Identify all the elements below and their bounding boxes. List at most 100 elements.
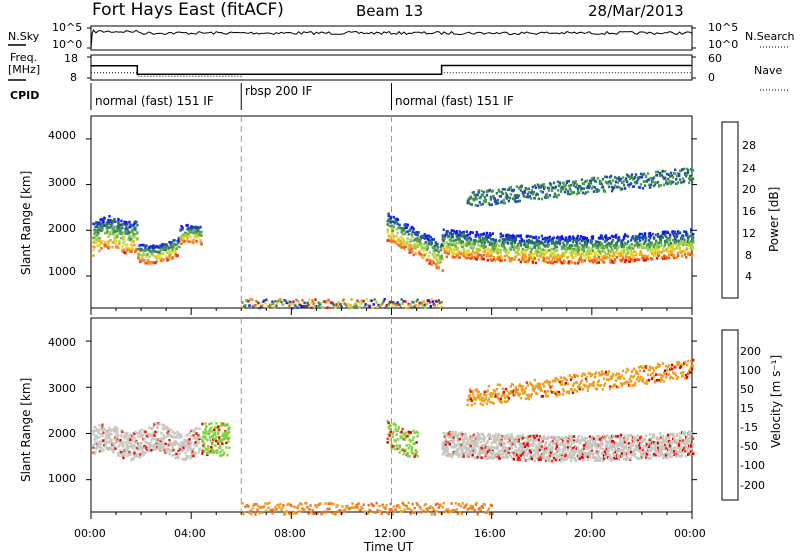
velocity-echo-afternoon — [516, 454, 519, 458]
power-echo-upper — [485, 194, 488, 197]
power-echo-afternoon — [692, 240, 695, 244]
power-echo-afternoon — [660, 250, 664, 254]
power-echo-afternoon — [555, 260, 559, 264]
velocity-echo-afternoon — [588, 440, 592, 444]
power-echo-afternoon — [449, 236, 452, 240]
power-echo-afternoon — [524, 250, 527, 254]
velocity-echo-early — [112, 442, 115, 446]
velocity-echo-afternoon — [555, 445, 559, 448]
power-echo-afternoon — [660, 234, 664, 237]
power-cb-tick-28: 28 — [742, 139, 756, 152]
power-echo-midmorning — [185, 234, 188, 238]
power-echo-afternoon — [465, 230, 468, 233]
velocity-echo-afternoon — [485, 453, 488, 457]
power-echo-afternoon — [490, 259, 493, 262]
velocity-echo-afternoon — [561, 449, 565, 453]
velocity-echo-early — [119, 449, 122, 452]
power-echo-afternoon — [560, 235, 564, 238]
power-echo-upper — [666, 172, 669, 176]
power-echo-midmorning — [151, 250, 154, 254]
power-echo-afternoon — [624, 259, 628, 262]
velocity-echo-afternoon — [610, 437, 614, 440]
power-ground-scatter — [307, 304, 310, 307]
power-echo-afternoon — [691, 255, 694, 258]
power-echo-afternoon — [542, 250, 546, 254]
power-ground-scatter — [358, 305, 361, 309]
power-echo-noon — [391, 220, 394, 223]
power-ground-scatter — [380, 303, 383, 306]
power-echo-midmorning — [195, 240, 198, 243]
power-echo-afternoon — [534, 236, 537, 240]
velocity-echo-afternoon — [477, 436, 480, 440]
power-echo-afternoon — [554, 258, 558, 262]
power-echo-afternoon — [683, 230, 686, 233]
velocity-echo-green — [225, 441, 228, 445]
velocity-echo-afternoon — [636, 439, 640, 442]
velocity-echo-early — [130, 451, 133, 455]
power-echo-early — [113, 225, 116, 229]
power-echo-afternoon — [601, 237, 605, 241]
velocity-echo-green — [216, 449, 219, 452]
power-echo-afternoon — [606, 248, 610, 251]
velocity-echo-afternoon — [620, 452, 624, 455]
velocity-echo-afternoon — [509, 443, 512, 447]
velocity-echo-afternoon — [518, 458, 521, 461]
velocity-echo-early — [168, 452, 171, 456]
power-echo-upper — [548, 194, 552, 197]
velocity-echo-afternoon — [542, 434, 546, 438]
velocity-echo-afternoon — [513, 442, 516, 446]
velocity-echo-afternoon — [539, 442, 542, 446]
power-echo-afternoon — [513, 257, 516, 261]
power-echo-afternoon — [605, 256, 609, 259]
power-echo-afternoon — [574, 244, 578, 248]
power-echo-afternoon — [519, 234, 522, 237]
noise-sky-trace — [90, 29, 693, 50]
power-echo-afternoon — [570, 244, 574, 247]
power-echo-afternoon — [482, 232, 485, 235]
power-echo-midmorning — [175, 243, 178, 247]
power-echo-afternoon — [512, 238, 515, 241]
velocity-echo-afternoon — [482, 440, 485, 443]
velocity-echo-afternoon — [460, 450, 463, 454]
power-echo-upper — [507, 199, 510, 203]
power-echo-upper — [525, 187, 528, 191]
power-echo-noon — [432, 261, 435, 264]
power-echo-midmorning — [141, 254, 144, 258]
velocity-echo-afternoon — [443, 448, 446, 452]
power-echo-afternoon — [514, 238, 517, 241]
velocity-echo-early — [105, 432, 108, 436]
velocity-echo-afternoon — [605, 444, 609, 447]
power-echo-midmorning — [169, 242, 172, 246]
power-echo-early — [111, 221, 114, 225]
power-ground-scatter — [265, 298, 268, 302]
power-echo-afternoon — [466, 253, 469, 256]
power-echo-afternoon — [688, 235, 691, 238]
power-echo-midmorning — [180, 242, 183, 245]
power-echo-afternoon — [495, 242, 498, 245]
power-echo-afternoon — [474, 233, 477, 237]
power-echo-noon — [392, 225, 395, 228]
power-echo-noon — [412, 227, 415, 231]
power-echo-upper — [565, 180, 569, 183]
power-echo-upper — [653, 182, 657, 186]
power-echo-noon — [409, 239, 412, 243]
xtick-1200: 12:00 — [374, 527, 406, 540]
velocity-echo-afternoon — [621, 440, 625, 443]
power-echo-midmorning — [167, 257, 170, 261]
power-echo-afternoon — [631, 235, 635, 238]
power-echo-afternoon — [526, 245, 529, 249]
power-echo-afternoon — [471, 250, 474, 253]
velocity-echo-afternoon — [471, 446, 474, 449]
power-echo-afternoon — [584, 239, 588, 243]
power-echo-midmorning — [139, 253, 142, 257]
power-echo-upper — [575, 192, 579, 196]
power-echo-afternoon — [588, 249, 592, 253]
cpid-label: CPID — [10, 89, 40, 102]
power-echo-upper — [642, 172, 646, 176]
power-echo-afternoon — [575, 253, 579, 257]
power-echo-afternoon — [449, 248, 452, 251]
velocity-echo-early — [184, 451, 187, 455]
power-echo-early — [109, 238, 112, 242]
power-echo-afternoon — [622, 248, 626, 252]
power-echo-upper — [482, 190, 485, 194]
